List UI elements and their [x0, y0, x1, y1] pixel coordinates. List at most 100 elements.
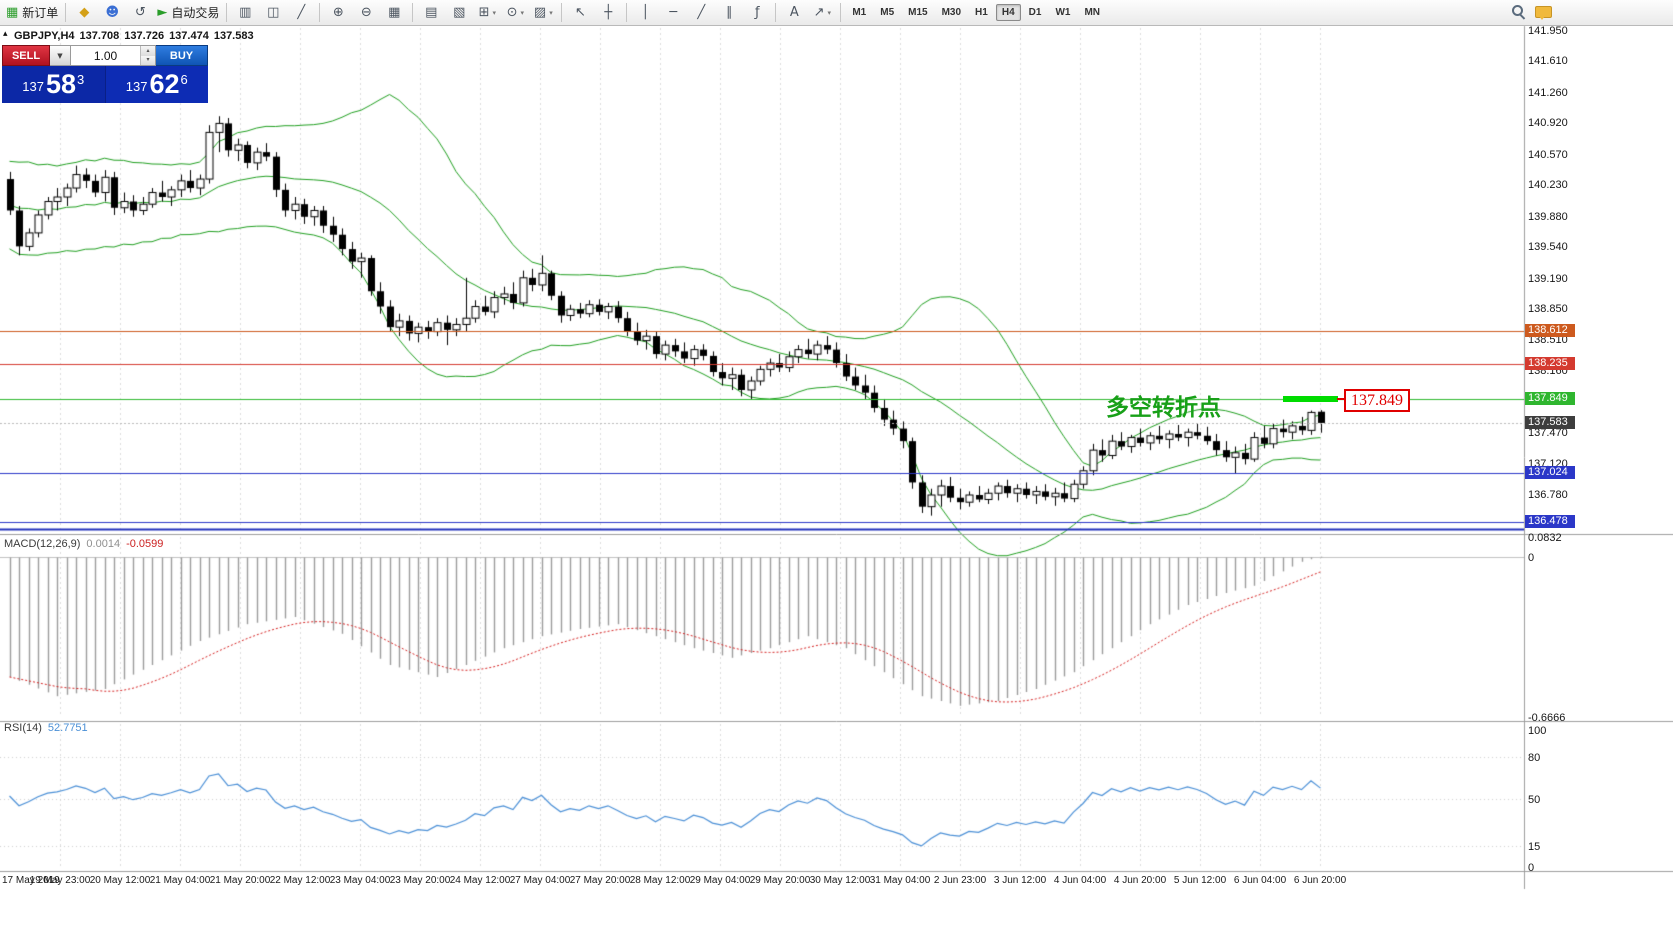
fibonacci-tool[interactable]: ƒ: [744, 3, 770, 23]
timeframe-h1[interactable]: H1: [975, 7, 988, 18]
macd-signal-value: -0.0599: [126, 538, 164, 550]
timeframe-m5[interactable]: M5: [880, 7, 895, 18]
time-label: 23 May 20:00: [389, 875, 451, 886]
rsi-axis-label: 0: [1528, 862, 1535, 874]
vertical-line-tool[interactable]: │: [632, 3, 658, 23]
vertical-line-icon: │: [641, 5, 650, 20]
price-tick: 141.610: [1528, 55, 1568, 68]
buy-price-pips: 62: [149, 69, 180, 99]
trendline-tool[interactable]: ╱: [688, 3, 714, 23]
line-chart-tool[interactable]: ╱: [288, 3, 314, 23]
time-label: 27 May 04:00: [509, 875, 571, 886]
sell-price-point: 3: [77, 72, 85, 87]
time-label: 2 Jun 23:00: [933, 875, 987, 886]
volume-input[interactable]: [71, 46, 140, 65]
bar-chart-tool[interactable]: ▥: [232, 3, 258, 23]
price-callout[interactable]: 137.849: [1344, 389, 1410, 412]
new-order-button[interactable]: ▦ 新订单: [4, 3, 60, 23]
price-tick: 140.570: [1528, 148, 1568, 161]
candlestick-chart-tool[interactable]: ◫: [260, 3, 286, 23]
timeframe-h4[interactable]: H4: [995, 4, 1021, 21]
symbol-label: GBPJPY,H4: [14, 30, 75, 42]
text-label-tool[interactable]: A: [781, 3, 807, 23]
order-options-dropdown[interactable]: ▼: [50, 45, 71, 66]
time-label: 6 Jun 04:00: [1233, 875, 1287, 886]
sell-button[interactable]: SELL: [2, 45, 50, 66]
trendline-icon: ╱: [697, 5, 706, 20]
indicators-icon: ⊞: [478, 5, 490, 20]
arrow-tools-dropdown-icon[interactable]: ▾: [827, 8, 832, 17]
timeframe-w1[interactable]: W1: [1055, 7, 1071, 18]
one-click-prices: 137 58 3 137 62 6: [2, 66, 208, 103]
time-label: 21 May 20:00: [209, 875, 271, 886]
chat-icon[interactable]: [1535, 5, 1552, 20]
indicators-tool[interactable]: ⊞ ▾: [474, 3, 500, 23]
alerts-tool[interactable]: ◆: [71, 3, 97, 23]
buy-price-button[interactable]: 137 62 6: [106, 66, 209, 103]
price-chip: 137.024: [1525, 466, 1575, 480]
periods-tool[interactable]: ⊙ ▾: [502, 3, 528, 23]
time-label: 20 May 12:00: [89, 875, 151, 886]
price-chip: 137.849: [1525, 392, 1575, 406]
toolbar-separator: [226, 3, 228, 22]
arrow-tools-tool[interactable]: ↗ ▾: [809, 3, 835, 23]
timeframe-m30[interactable]: M30: [941, 7, 962, 18]
cascade-windows-icon: ▧: [453, 5, 466, 20]
price-chip: 138.612: [1525, 323, 1575, 337]
time-label: 30 May 12:00: [809, 875, 871, 886]
periods-dropdown-icon[interactable]: ▾: [520, 8, 525, 17]
turning-point-highlight[interactable]: [1283, 396, 1338, 402]
equidistant-channel-icon: ∥: [726, 5, 733, 20]
volume-spinner: ▴ ▾: [140, 46, 155, 65]
cascade-windows-tool[interactable]: ▧: [446, 3, 472, 23]
cursor-tool[interactable]: ↖: [567, 3, 593, 23]
arrange-windows-tool[interactable]: ▤: [418, 3, 444, 23]
horizontal-line-tool[interactable]: ─: [660, 3, 686, 23]
tile-windows-tool[interactable]: ▦: [381, 3, 407, 23]
price-tick: 140.230: [1528, 179, 1568, 192]
rsi-title: RSI(14): [4, 722, 42, 734]
timeframe-mn[interactable]: MN: [1084, 7, 1100, 18]
market-watch-icon: ☻: [105, 5, 120, 20]
indicators-dropdown-icon[interactable]: ▾: [492, 8, 497, 17]
search-icon[interactable]: [1512, 5, 1525, 18]
time-label: 4 Jun 20:00: [1113, 875, 1167, 886]
sell-price-button[interactable]: 137 58 3: [2, 66, 106, 103]
time-label: 21 May 04:00: [149, 875, 211, 886]
timeframe-m1[interactable]: M1: [852, 7, 867, 18]
zoom-out-icon: ⊖: [360, 5, 372, 20]
tile-windows-icon: ▦: [388, 5, 401, 20]
volume-decrease-button[interactable]: ▾: [141, 55, 155, 65]
dropdown-icon: ▼: [57, 51, 63, 60]
time-label: 28 May 12:00: [629, 875, 691, 886]
price-chip: 136.478: [1525, 515, 1575, 529]
price-tick: 136.780: [1528, 489, 1568, 501]
templates-tool[interactable]: ▨ ▾: [530, 3, 556, 23]
toolbar-right: [1512, 5, 1552, 20]
zoom-in-tool[interactable]: ⊕: [325, 3, 351, 23]
market-watch-tool[interactable]: ☻: [99, 3, 125, 23]
time-label: 6 Jun 20:00: [1293, 875, 1347, 886]
volume-field: ▴ ▾: [71, 45, 156, 66]
zoom-out-tool[interactable]: ⊖: [353, 3, 379, 23]
time-label: 17 May 2019: [2, 875, 60, 886]
refresh-tool[interactable]: ↺: [127, 3, 153, 23]
time-label: 5 Jun 12:00: [1173, 875, 1227, 886]
toolbar-separator: [65, 3, 67, 22]
autotrading-button[interactable]: ► 自动交易: [155, 3, 221, 23]
price-tick: 139.190: [1528, 272, 1568, 285]
turning-point-annotation[interactable]: 多空转折点: [1106, 394, 1221, 420]
buy-button[interactable]: BUY: [156, 45, 208, 66]
volume-increase-button[interactable]: ▴: [141, 46, 155, 56]
fibonacci-icon: ƒ: [755, 5, 760, 20]
crosshair-tool[interactable]: ┼: [595, 3, 621, 23]
templates-dropdown-icon[interactable]: ▾: [549, 8, 553, 17]
timeframe-d1[interactable]: D1: [1028, 7, 1042, 18]
rsi-axis-label: 80: [1528, 752, 1541, 765]
new-order-label: 新订单: [22, 6, 59, 20]
collapse-panel-arrow-icon[interactable]: ▴: [3, 29, 8, 39]
timeframe-m15[interactable]: M15: [908, 7, 928, 18]
equidistant-channel-tool[interactable]: ∥: [716, 3, 742, 23]
zoom-in-icon: ⊕: [332, 5, 344, 20]
